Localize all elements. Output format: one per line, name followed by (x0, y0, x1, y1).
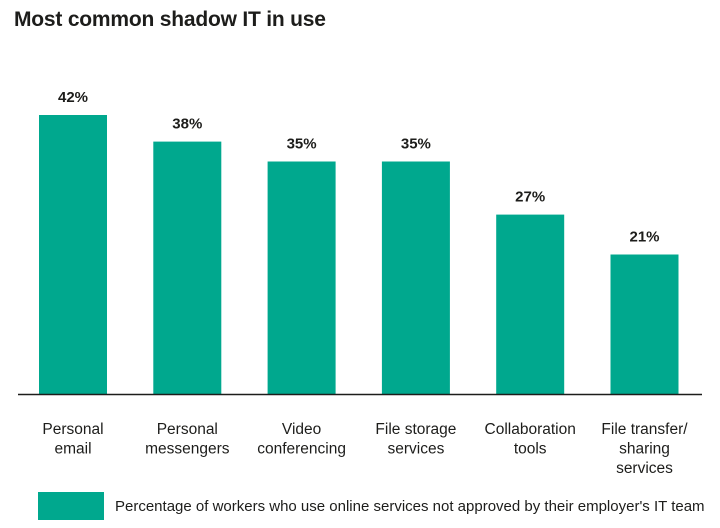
chart-title: Most common shadow IT in use (14, 8, 326, 31)
value-label: 42% (58, 89, 88, 106)
bars-group (39, 115, 679, 394)
bar (153, 141, 222, 394)
category-label: File transfer/sharing services (601, 421, 688, 477)
value-label: 21% (629, 229, 659, 246)
value-label: 38% (172, 116, 202, 133)
value-label: 35% (287, 136, 317, 153)
value-label: 35% (401, 136, 431, 153)
category-label: Personal email (42, 421, 103, 458)
bar (610, 254, 679, 394)
bar (496, 214, 565, 394)
legend-swatch (38, 492, 104, 520)
category-label: File storage services (375, 421, 456, 458)
bar (267, 161, 336, 394)
category-label: Video conferencing (257, 421, 346, 458)
bar (381, 161, 450, 394)
category-label: Personal messengers (145, 421, 230, 458)
value-labels-group: 42% 38% 35% 35% 27% 21% (58, 89, 660, 246)
category-labels-group: Personal email Personal messengers Video conf… (42, 421, 688, 477)
category-label: Collaboration tools (485, 421, 576, 458)
value-label: 27% (515, 189, 545, 206)
legend: Percentage of workers who use online ser… (38, 492, 705, 520)
bar (39, 115, 107, 394)
legend-label: Percentage of workers who use online ser… (115, 497, 705, 515)
